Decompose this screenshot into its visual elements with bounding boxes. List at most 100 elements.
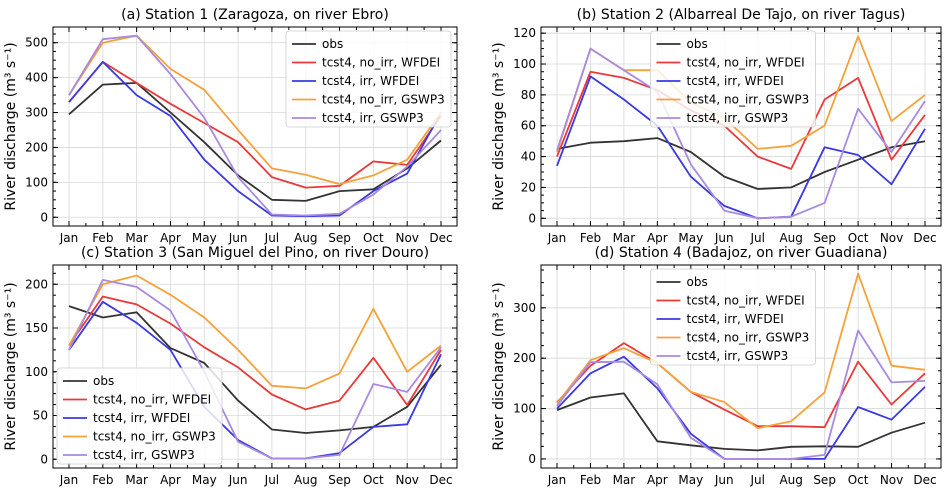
x-tick-label: Jul [264,473,279,487]
legend: obs tcst4, no_irr, WFDEI tcst4, irr, WFDEI… [650,30,816,128]
series-line-4 [68,274,442,390]
series-line-1 [68,305,442,434]
series-line-1 [556,137,926,190]
y-tick-label: 60 [521,119,536,133]
y-tick-label: 200 [513,351,536,365]
chart-title: (c) Station 3 (San Miguel del Pino, on r… [81,245,429,261]
legend-label: obs [687,275,708,289]
x-tick-label: Jan [547,231,567,245]
x-tick-label: Mar [613,231,636,245]
y-axis-label: River discharge (m³ s⁻¹) [3,42,19,210]
legend: obs tcst4, no_irr, WFDEI tcst4, irr, WFDEI… [650,268,816,366]
legend-box [56,367,223,465]
y-tick-label: 500 [25,36,48,50]
legend-label: tcst4, irr, GSWP3 [93,448,195,462]
x-tick-label: Mar [125,231,148,245]
x-tick-label: Jun [228,231,248,245]
legend-label: tcst4, no_irr, GSWP3 [322,93,445,107]
y-tick-label: 300 [25,106,48,120]
x-tick-label: Apr [647,231,668,245]
x-tick-label: Oct [848,473,869,487]
x-tick-label: Aug [779,473,802,487]
legend-label: obs [93,374,114,388]
panel-4: Jan Feb Mar Apr May Jun Jul Aug Sep Oct Nov Dec 0 100… [491,245,942,487]
series-line-5 [68,34,442,217]
x-tick-label: Jul [264,231,279,245]
chart-title: (b) Station 2 (Albarreal De Tajo, on riv… [577,7,906,23]
y-tick-label: 300 [513,301,536,315]
x-tick-label: Mar [613,473,636,487]
series-line-5 [556,47,926,220]
panel-2: Jan Feb Mar Apr May Jun Jul Aug Sep Oct Nov Dec 0 20 4… [491,7,942,245]
legend-label: tcst4, no_irr, WFDEI [687,56,805,70]
legend-label: tcst4, no_irr, WFDEI [687,294,805,308]
series-line-4 [556,272,926,430]
x-tick-label: May [192,473,217,487]
x-tick-label: Feb [92,473,113,487]
legend-label: tcst4, no_irr, WFDEI [322,56,440,70]
y-tick-label: 20 [521,180,536,194]
y-tick-label: 100 [513,402,536,416]
y-tick-label: 150 [25,321,48,335]
y-axis-label: River discharge (m³ s⁻¹) [491,42,507,210]
series-line-2 [556,70,926,170]
legend-label: tcst4, irr, WFDEI [687,312,784,326]
x-tick-label: Jun [714,231,734,245]
y-tick-label: 0 [40,210,48,224]
x-tick-label: Sep [328,473,351,487]
x-tick-label: Sep [328,231,351,245]
x-tick-label: Apr [160,473,181,487]
legend-label: tcst4, irr, WFDEI [93,411,190,425]
y-tick-label: 200 [25,140,48,154]
x-tick-label: May [678,473,703,487]
y-tick-label: 0 [528,452,536,466]
series-line-3 [68,61,442,218]
x-tick-label: Aug [294,231,317,245]
legend: obs tcst4, no_irr, WFDEI tcst4, irr, WFDEI… [56,367,223,465]
series-line-2 [68,295,442,411]
legend-label: tcst4, irr, WFDEI [322,74,419,88]
x-tick-label: Feb [580,473,601,487]
x-tick-label: Nov [880,231,903,245]
x-tick-label: Jul [749,231,764,245]
x-tick-label: Dec [913,231,936,245]
y-tick-label: 100 [25,175,48,189]
panel-3: Jan Feb Mar Apr May Jun Jul Aug Sep Oct Nov Dec 0 50 1… [3,245,458,487]
legend-label: tcst4, no_irr, GSWP3 [687,331,810,345]
x-tick-label: Dec [429,231,452,245]
series-line-1 [556,392,926,452]
legend-label: obs [322,37,343,51]
y-tick-label: 120 [513,26,536,40]
x-tick-label: Feb [580,231,601,245]
legend-label: tcst4, irr, GSWP3 [687,111,789,125]
x-tick-label: Nov [395,231,418,245]
y-tick-label: 400 [25,71,48,85]
series-line-3 [556,75,926,220]
x-tick-label: Oct [363,231,384,245]
x-tick-label: Sep [813,231,836,245]
y-tick-label: 50 [33,409,48,423]
y-tick-label: 0 [528,211,536,225]
x-tick-label: Feb [92,231,113,245]
legend: obs tcst4, no_irr, WFDEI tcst4, irr, WFDEI… [285,30,452,128]
legend-box [650,30,816,128]
x-tick-label: Jun [714,473,734,487]
y-tick-label: 40 [521,150,536,164]
x-tick-label: Nov [880,473,903,487]
y-axis-label: River discharge (m³ s⁻¹) [491,282,507,450]
x-tick-label: Sep [813,473,836,487]
legend-box [650,268,816,366]
x-tick-label: Aug [779,231,802,245]
y-tick-label: 80 [521,88,536,102]
x-tick-label: Nov [395,473,418,487]
x-tick-label: Dec [429,473,452,487]
legend-label: tcst4, no_irr, WFDEI [93,393,211,407]
legend-label: tcst4, no_irr, GSWP3 [93,430,216,444]
y-tick-label: 100 [513,57,536,71]
x-tick-label: Jun [228,473,248,487]
x-tick-label: Oct [848,231,869,245]
x-tick-label: Apr [647,473,668,487]
series-line-1 [68,82,442,202]
x-tick-label: Jan [547,473,567,487]
